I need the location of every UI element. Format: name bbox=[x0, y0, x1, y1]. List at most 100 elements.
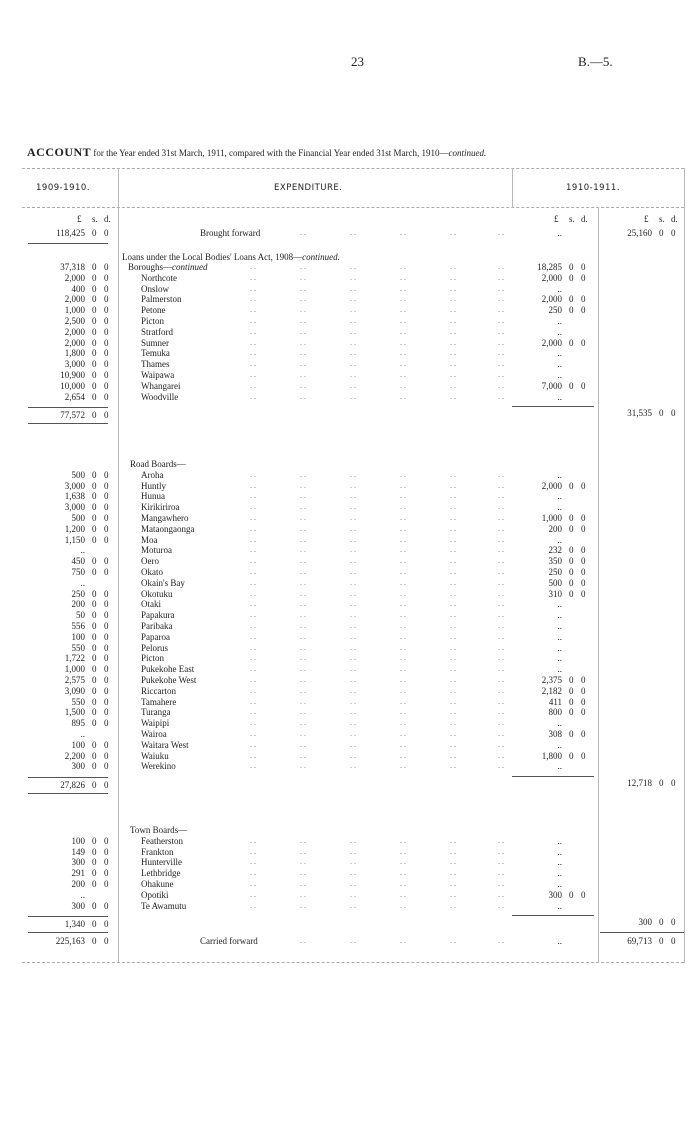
rule bbox=[28, 423, 108, 425]
leader-dots: . . bbox=[250, 685, 256, 695]
item-name: Pukekohe West bbox=[141, 675, 197, 685]
inner-amount: 250 bbox=[548, 305, 563, 316]
prev-amount: 1,638 bbox=[64, 491, 85, 502]
item-name: Featherston bbox=[141, 835, 183, 846]
prev-amount-shillings: 0 bbox=[92, 675, 97, 685]
leader-dots: . . bbox=[250, 664, 256, 674]
inner-amount: .. bbox=[557, 835, 563, 846]
inner-amount: 411 bbox=[548, 696, 562, 707]
inner-amount: .. bbox=[557, 642, 563, 653]
leader-dots: . . bbox=[450, 480, 456, 490]
prev-amount-pence: 0 bbox=[104, 588, 109, 599]
leader-dots: . . bbox=[300, 326, 306, 336]
inner-amount-shillings: 0 bbox=[569, 675, 574, 685]
section-total-outer-shillings: 0 bbox=[659, 917, 664, 928]
leader-dots: . . bbox=[400, 846, 406, 856]
inner-amount: .. bbox=[557, 391, 563, 402]
leader-dots: . . bbox=[498, 685, 504, 695]
leader-dots: . . bbox=[498, 380, 504, 390]
leader-dots: . . bbox=[250, 283, 256, 293]
leader-dots: . . bbox=[450, 337, 456, 347]
inner-amount: 2,000 bbox=[541, 480, 562, 491]
inner-amount-pence: 0 bbox=[581, 588, 586, 599]
leader-dots: . . bbox=[300, 545, 306, 555]
prev-amount-shillings: 0 bbox=[92, 305, 97, 316]
leader-dots: . . bbox=[450, 642, 456, 652]
prev-amount-pence: 0 bbox=[104, 879, 109, 889]
leader-dots: . . bbox=[300, 653, 306, 663]
leader-dots: . . bbox=[300, 936, 306, 946]
leader-dots: . . bbox=[250, 857, 256, 867]
inner-amount: .. bbox=[557, 739, 563, 750]
leader-dots: . . bbox=[450, 707, 456, 717]
prev-amount-shillings: 0 bbox=[92, 685, 97, 696]
prev-amount-shillings: 0 bbox=[92, 294, 97, 305]
leader-dots: . . bbox=[300, 610, 306, 620]
section-total-prev-shillings: 0 bbox=[92, 780, 97, 791]
prev-amount-shillings: 0 bbox=[92, 868, 97, 879]
inner-amount-shillings: 0 bbox=[569, 685, 574, 696]
column-rule bbox=[118, 168, 119, 963]
leader-dots: . . bbox=[250, 675, 256, 684]
prev-amount: 1,000 bbox=[64, 305, 85, 316]
prev-amount-shillings: 0 bbox=[92, 857, 97, 868]
leader-dots: . . bbox=[300, 316, 306, 325]
leader-dots: . . bbox=[400, 316, 406, 325]
leader-dots: . . bbox=[498, 348, 504, 358]
inner-amount: .. bbox=[557, 283, 563, 294]
leader-dots: . . bbox=[498, 761, 504, 771]
prev-amount-pence: 0 bbox=[104, 718, 109, 729]
inner-amount: 1,800 bbox=[541, 750, 562, 761]
leader-dots: . . bbox=[450, 610, 456, 620]
leader-dots: . . bbox=[300, 567, 306, 576]
leader-dots: . . bbox=[450, 272, 456, 282]
leader-dots: . . bbox=[498, 262, 504, 271]
leader-dots: . . bbox=[498, 534, 504, 544]
leader-dots: . . bbox=[450, 879, 456, 888]
leader-dots: . . bbox=[498, 739, 504, 749]
leader-dots: . . bbox=[450, 857, 456, 867]
leader-dots: . . bbox=[450, 588, 456, 598]
item-name: Waiuku bbox=[141, 750, 169, 761]
prev-amount-shillings: 0 bbox=[92, 359, 97, 370]
section-total-prev-pence: 0 bbox=[104, 919, 109, 930]
inner-amount: .. bbox=[557, 326, 563, 337]
leader-dots: . . bbox=[400, 664, 406, 674]
item-name: Temuka bbox=[141, 348, 170, 359]
inner-amount: .. bbox=[557, 664, 563, 675]
leader-dots: . . bbox=[250, 534, 256, 544]
leader-dots: . . bbox=[400, 642, 406, 652]
unit-pence: d. bbox=[104, 214, 111, 224]
section-total-prev: 1,340 bbox=[64, 919, 85, 930]
leader-dots: . . bbox=[400, 337, 406, 347]
leader-dots: . . bbox=[250, 868, 256, 878]
prev-amount-pence: 0 bbox=[104, 480, 109, 491]
prev-amount: 50 bbox=[76, 610, 85, 621]
leader-dots: . . bbox=[400, 326, 406, 336]
leader-dots: . . bbox=[498, 228, 504, 237]
prev-amount: 1,722 bbox=[64, 653, 85, 664]
prev-amount-pence: 0 bbox=[104, 567, 109, 577]
item-name: Hunterville bbox=[141, 857, 182, 868]
leader-dots: . . bbox=[250, 359, 256, 369]
prev-amount: 3,000 bbox=[64, 480, 85, 491]
leader-dots: . . bbox=[400, 610, 406, 620]
leader-dots: . . bbox=[450, 621, 456, 630]
leader-dots: . . bbox=[350, 326, 356, 336]
leader-dots: . . bbox=[350, 653, 356, 663]
item-name: Stratford bbox=[141, 326, 173, 337]
column-header-1911: 1910-1911. bbox=[566, 183, 621, 193]
leader-dots: . . bbox=[498, 664, 504, 674]
leader-dots: . . bbox=[250, 599, 256, 609]
prev-amount-shillings: 0 bbox=[92, 567, 97, 577]
leader-dots: . . bbox=[300, 577, 306, 587]
leader-dots: . . bbox=[400, 469, 406, 479]
leader-dots: . . bbox=[350, 889, 356, 899]
leader-dots: . . bbox=[250, 707, 256, 717]
item-name: Sumner bbox=[141, 337, 169, 348]
inner-amount-pence: 0 bbox=[581, 380, 586, 391]
inner-amount-pence: 0 bbox=[581, 567, 586, 577]
leader-dots: . . bbox=[350, 534, 356, 544]
item-name: Okain's Bay bbox=[141, 577, 185, 588]
leader-dots: . . bbox=[300, 513, 306, 522]
